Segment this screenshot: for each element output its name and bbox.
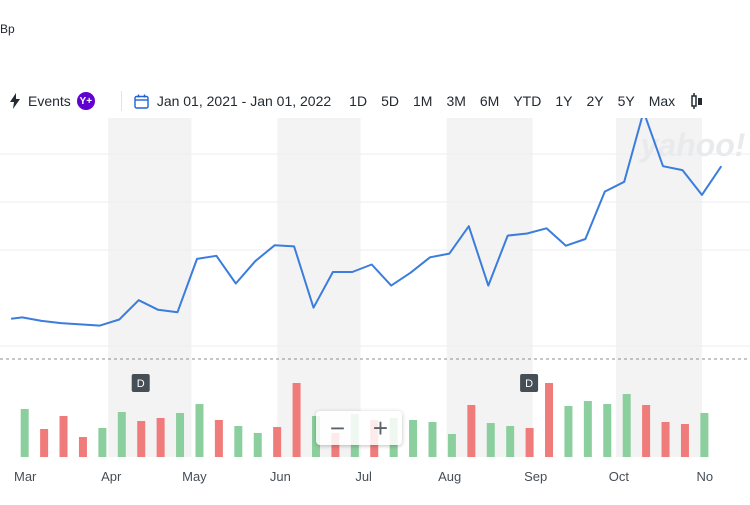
volume-bar bbox=[661, 422, 670, 457]
x-axis-label: Aug bbox=[438, 469, 461, 484]
volume-bar bbox=[98, 428, 107, 457]
volume-bar bbox=[545, 383, 554, 457]
x-axis-label: Mar bbox=[14, 469, 37, 484]
zoom-out-button[interactable]: − bbox=[329, 413, 346, 443]
volume-bar bbox=[622, 394, 631, 457]
volume-bar bbox=[467, 405, 476, 457]
range-max-button[interactable]: Max bbox=[648, 93, 676, 109]
month-shade-band bbox=[277, 118, 361, 457]
volume-bar bbox=[20, 409, 29, 457]
volume-bar bbox=[59, 416, 68, 457]
volume-bar bbox=[700, 413, 709, 457]
volume-bar bbox=[486, 423, 495, 457]
volume-bar bbox=[680, 424, 689, 457]
toolbar-divider bbox=[120, 91, 122, 111]
x-axis-label: No bbox=[697, 469, 714, 484]
x-axis-label: May bbox=[182, 469, 207, 484]
price-line bbox=[10, 110, 723, 327]
volume-bar bbox=[273, 427, 282, 457]
range-3m-button[interactable]: 3M bbox=[446, 93, 466, 109]
volume-bar bbox=[253, 433, 262, 457]
volume-bar bbox=[583, 401, 592, 457]
range-5y-button[interactable]: 5Y bbox=[617, 93, 635, 109]
date-range-label: Jan 01, 2021 - Jan 01, 2022 bbox=[156, 93, 332, 109]
volume-bar bbox=[40, 429, 49, 457]
volume-bar bbox=[525, 428, 534, 457]
range-2y-button[interactable]: 2Y bbox=[586, 93, 604, 109]
volume-bar bbox=[331, 433, 340, 457]
range-1d-button[interactable]: 1D bbox=[349, 93, 368, 109]
chart-toolbar: Events Y+ Jan 01, 2021 - Jan 01, 2022 1D… bbox=[0, 84, 750, 118]
volume-bar bbox=[603, 404, 612, 457]
volume-bar bbox=[409, 420, 418, 457]
volume-bar bbox=[195, 404, 204, 457]
dividend-marker-label: D bbox=[525, 378, 533, 390]
gridlines bbox=[0, 153, 750, 347]
range-1y-button[interactable]: 1Y bbox=[555, 93, 573, 109]
volume-bar bbox=[176, 413, 185, 457]
volume-bar bbox=[214, 420, 223, 457]
candlestick-icon[interactable] bbox=[691, 93, 703, 109]
volume-bar bbox=[156, 418, 165, 457]
range-5d-button[interactable]: 5D bbox=[381, 93, 399, 109]
dividend-marker-box bbox=[520, 374, 539, 392]
month-shade-band bbox=[108, 118, 192, 457]
volume-bar bbox=[117, 412, 126, 457]
volume-bar bbox=[311, 416, 320, 457]
dividend-marker[interactable]: D bbox=[131, 374, 150, 392]
x-axis-label: Jul bbox=[355, 469, 372, 484]
volume-bar bbox=[564, 406, 573, 457]
volume-bar bbox=[292, 383, 301, 457]
x-axis-label: Sep bbox=[524, 469, 547, 484]
yahoo-plus-badge: Y+ bbox=[76, 92, 95, 110]
price-series bbox=[10, 110, 723, 327]
dividend-marker-box bbox=[131, 374, 150, 392]
zoom-in-button[interactable]: + bbox=[372, 413, 389, 443]
volume-bar bbox=[234, 426, 243, 457]
dividend-marker[interactable]: D bbox=[520, 374, 539, 392]
range-6m-button[interactable]: 6M bbox=[479, 93, 500, 109]
volume-bar bbox=[642, 405, 651, 457]
x-axis-label: Apr bbox=[101, 469, 122, 484]
month-shading bbox=[108, 118, 702, 457]
range-1m-button[interactable]: 1M bbox=[412, 93, 433, 109]
chart-top-note: Bp bbox=[0, 22, 15, 36]
volume-bar bbox=[506, 426, 515, 457]
events-button[interactable]: Events Y+ bbox=[10, 92, 95, 110]
x-axis-labels: Mar Apr May Jun Jul Aug Sep Oct No bbox=[14, 469, 713, 484]
volume-bar bbox=[447, 434, 456, 457]
dividend-marker-label: D bbox=[137, 378, 145, 390]
month-shade-band bbox=[446, 118, 533, 457]
x-axis-label: Jun bbox=[270, 469, 291, 484]
x-axis-label: Oct bbox=[609, 469, 630, 484]
zoom-controls: − + bbox=[316, 411, 402, 445]
events-label: Events bbox=[28, 93, 71, 109]
date-range-button[interactable]: Jan 01, 2021 - Jan 01, 2022 bbox=[134, 93, 331, 109]
volume-bar bbox=[78, 437, 87, 457]
volume-bar bbox=[137, 421, 146, 457]
calendar-icon bbox=[134, 94, 149, 109]
range-ytd-button[interactable]: YTD bbox=[513, 93, 542, 109]
lightning-icon bbox=[10, 93, 20, 109]
volume-bar bbox=[428, 422, 437, 457]
